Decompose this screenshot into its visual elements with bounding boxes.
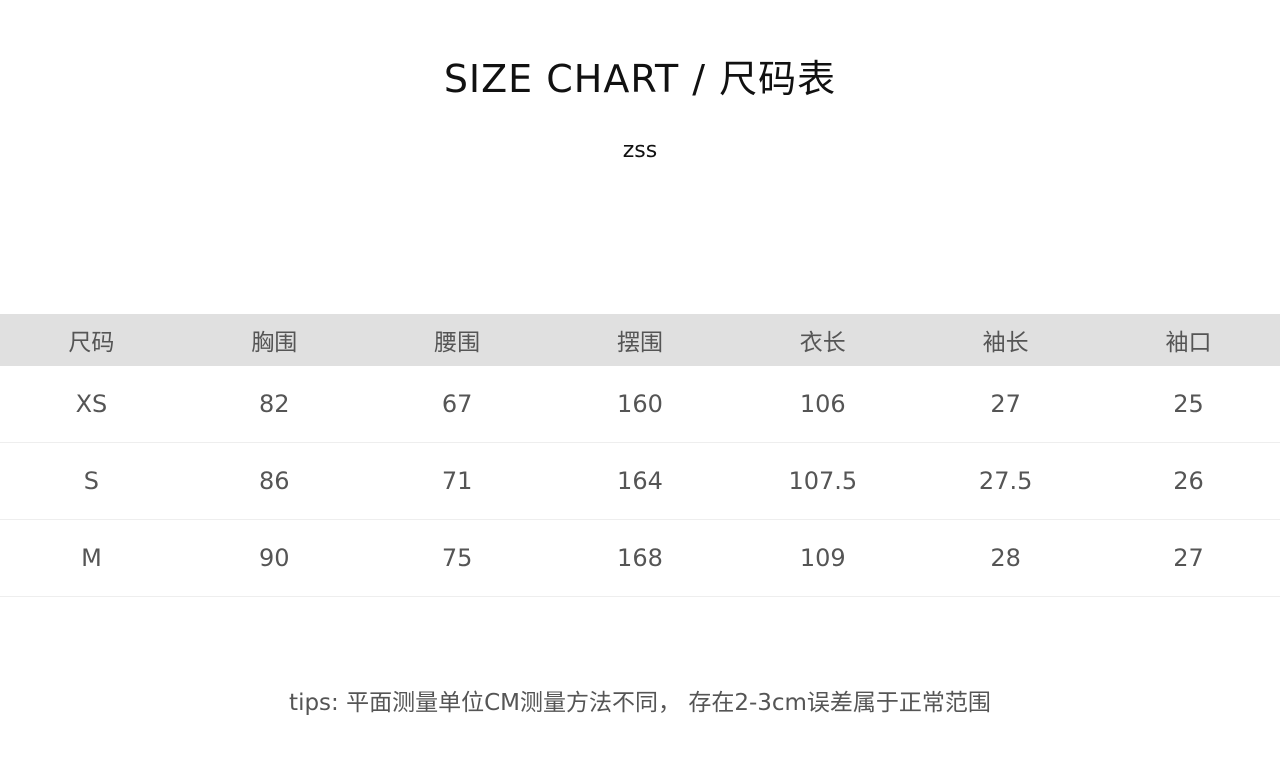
table-row: XS 82 67 160 106 27 25 [0,366,1280,443]
header-sleeve-length: 袖长 [914,314,1098,366]
header-cuff: 袖口 [1097,314,1280,366]
header-length: 衣长 [731,314,915,366]
table-cell: 160 [548,366,732,443]
table-cell: 75 [365,519,549,597]
size-table: 尺码 胸围 腰围 摆围 衣长 袖长 袖口 XS 82 67 160 106 27 25 S 86… [0,314,1280,597]
tips-note: tips: 平面测量单位CM测量方法不同， 存在2-3cm误差属于正常范围 [289,690,991,716]
table-header-row: 尺码 胸围 腰围 摆围 衣长 袖长 袖口 [0,314,1280,366]
table-cell: 27 [914,366,1098,443]
table-cell: 82 [182,366,366,443]
brand-subtitle: zss [622,138,658,163]
table-cell: 27 [1097,519,1280,597]
table-cell: 109 [731,519,915,597]
header-chest: 胸围 [182,314,366,366]
table-cell: 107.5 [731,442,915,520]
table-cell: 67 [365,366,549,443]
table-cell: 106 [731,366,915,443]
table-cell: 25 [1097,366,1280,443]
table-row: M 90 75 168 109 28 27 [0,519,1280,597]
table-cell: 168 [548,519,732,597]
table-cell: 90 [182,519,366,597]
table-cell: 28 [914,519,1098,597]
table-cell: 71 [365,442,549,520]
table-cell: 164 [548,442,732,520]
header-waist: 腰围 [365,314,549,366]
table-cell: M [0,519,183,597]
header-hem: 摆围 [548,314,732,366]
table-cell: 26 [1097,442,1280,520]
table-row: S 86 71 164 107.5 27.5 26 [0,442,1280,520]
page-title: SIZE CHART / 尺码表 [443,57,837,101]
table-cell: 27.5 [914,442,1098,520]
header-size: 尺码 [0,314,183,366]
table-cell: 86 [182,442,366,520]
table-cell: XS [0,366,183,443]
table-cell: S [0,442,183,520]
